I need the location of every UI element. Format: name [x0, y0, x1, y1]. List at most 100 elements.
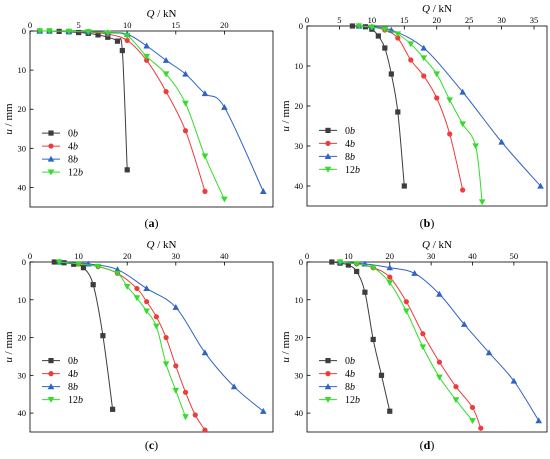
x-tick-label: 0: [305, 15, 309, 25]
legend-entry: 8b: [345, 152, 355, 163]
data-point: [403, 308, 410, 315]
data-point: [105, 34, 111, 40]
data-point: [259, 407, 267, 414]
data-point: [472, 143, 479, 150]
y-tick-label: 0: [299, 21, 303, 31]
panel-label: (b): [420, 216, 435, 230]
x-tick-label: 35: [530, 15, 539, 25]
x-tick-label: 40: [468, 251, 477, 261]
x-axis-label: Q / kN: [422, 239, 452, 251]
plot-frame: [306, 261, 548, 433]
data-point: [51, 259, 57, 265]
data-point: [114, 266, 121, 273]
data-point: [144, 299, 150, 305]
x-tick-label: 5: [76, 20, 80, 30]
x-tick-label: 25: [465, 15, 474, 25]
data-point: [202, 188, 208, 194]
data-point: [114, 270, 121, 277]
legend-marker: [325, 127, 331, 133]
data-point: [182, 389, 189, 395]
data-point: [162, 71, 170, 78]
y-tick-label: 10: [295, 295, 304, 305]
data-point: [407, 41, 415, 48]
legend-marker: [48, 143, 54, 149]
series-line: [358, 25, 464, 191]
data-point: [460, 187, 466, 193]
data-point: [162, 361, 170, 368]
data-point: [349, 23, 356, 29]
data-point: [386, 280, 394, 287]
data-point: [221, 196, 228, 203]
legend-marker: [48, 358, 54, 364]
data-point: [387, 274, 393, 280]
plot-frame: [306, 25, 548, 207]
data-point: [460, 321, 468, 327]
data-point: [134, 285, 140, 292]
data-point: [100, 333, 106, 339]
data-point: [355, 23, 363, 30]
x-tick-label: 10: [123, 20, 132, 30]
data-point: [395, 35, 401, 41]
data-point: [230, 383, 238, 390]
data-point: [420, 44, 428, 51]
data-point: [403, 299, 409, 305]
data-point: [401, 183, 407, 189]
data-point: [104, 30, 112, 37]
y-axis-label: u / mm: [280, 100, 292, 132]
y-tick-label: 10: [18, 65, 27, 75]
data-point: [433, 71, 441, 78]
data-point: [221, 103, 228, 110]
data-point: [36, 28, 44, 35]
legend-entry: 4b: [345, 369, 355, 380]
data-point: [411, 270, 418, 276]
legend-entry: 0b: [345, 356, 355, 367]
data-point: [172, 304, 180, 310]
x-axis-label: Q / kN: [422, 3, 452, 15]
panel-label: (a): [145, 216, 159, 230]
data-point: [369, 265, 377, 271]
legend-marker: [324, 166, 332, 173]
data-point: [76, 29, 82, 36]
y-tick-label: 30: [295, 141, 304, 151]
x-tick-label: 15: [400, 15, 409, 25]
y-axis-label: u / mm: [280, 331, 292, 363]
data-point: [387, 408, 393, 414]
x-tick-label: 10: [344, 251, 353, 261]
data-point: [434, 95, 440, 101]
data-point: [395, 109, 401, 115]
data-point: [192, 412, 198, 418]
data-point: [421, 73, 427, 79]
y-tick-label: 30: [295, 370, 304, 380]
x-tick-label: 20: [123, 251, 132, 261]
legend-entry: 8b: [345, 382, 355, 393]
x-tick-label: 10: [368, 15, 377, 25]
panel-label: (c): [145, 438, 158, 452]
y-tick-label: 40: [295, 408, 304, 418]
legend-entry: 8b: [68, 155, 78, 166]
plot-frame: [29, 261, 274, 433]
legend-marker: [324, 383, 332, 390]
y-tick-label: 40: [18, 182, 27, 192]
legend-entry: 8b: [68, 382, 78, 393]
legend-marker: [324, 153, 332, 159]
chart-panel: 0 10 20 30 40 50 0 10 20 30 40 Q / kN u / mm 0b 4b 8b 12…: [280, 239, 548, 452]
legend-marker: [325, 358, 331, 364]
legend-entry: 12b: [68, 395, 83, 406]
data-point: [420, 55, 428, 62]
data-point: [65, 28, 73, 35]
data-point: [478, 199, 486, 206]
legend-marker: [325, 140, 331, 146]
data-point: [420, 331, 426, 337]
data-point: [469, 418, 476, 424]
data-point: [408, 57, 414, 63]
data-point: [123, 33, 131, 39]
legend-marker: [325, 371, 331, 377]
data-point: [388, 71, 394, 77]
legend-entry: 4b: [68, 142, 78, 153]
data-point: [537, 182, 544, 189]
x-axis-label: Q / kN: [147, 8, 177, 20]
data-point: [329, 259, 335, 265]
data-point: [119, 47, 125, 54]
plot-frame: [29, 30, 274, 208]
series-line: [352, 25, 405, 187]
